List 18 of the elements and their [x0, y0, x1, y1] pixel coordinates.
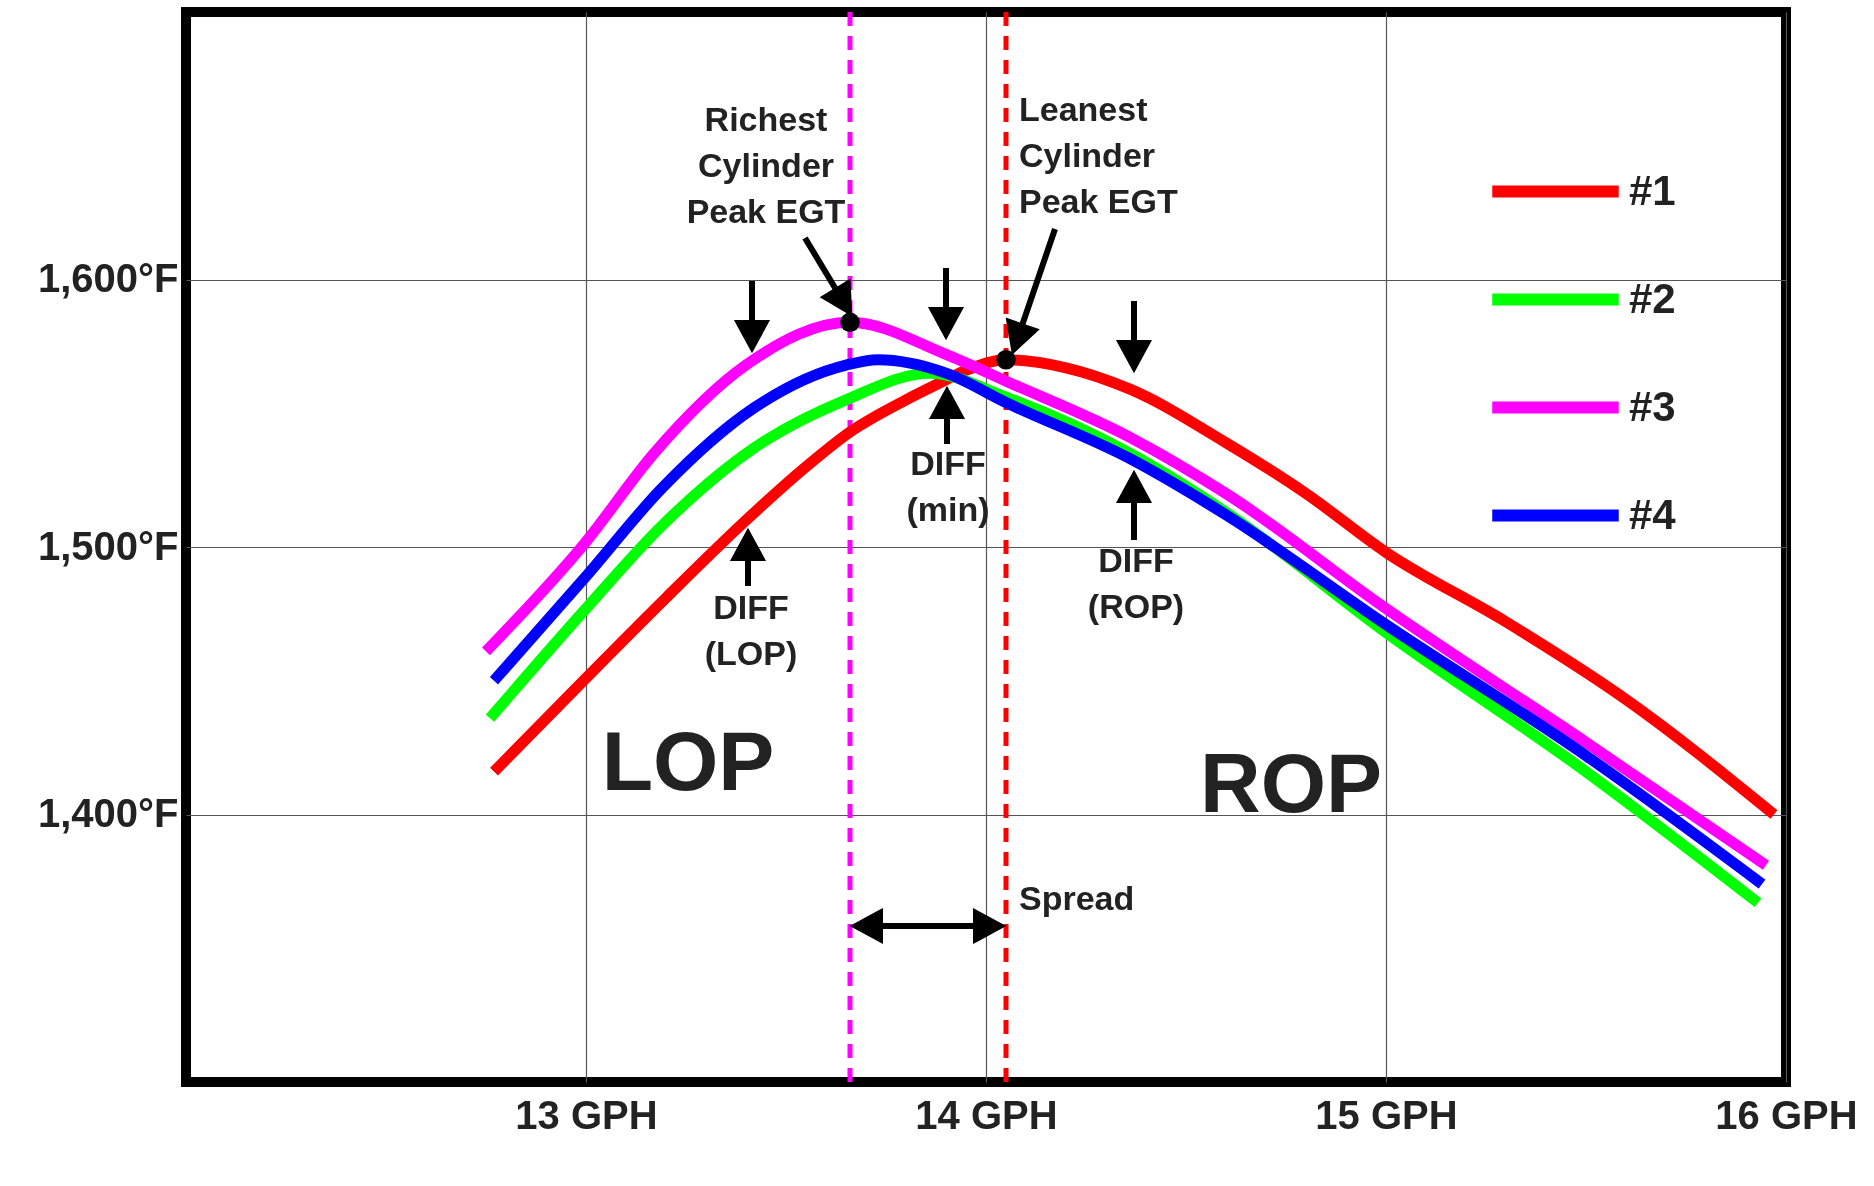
annotation: DIFF (LOP): [704, 588, 798, 672]
y-tick-label: 1,500°F: [37, 523, 179, 568]
annotation: Leanest Cylinder Peak EGT: [1019, 90, 1178, 220]
legend-label: #4: [1629, 490, 1677, 538]
y-tick-label: 1,600°F: [37, 256, 179, 300]
legend-label: #1: [1629, 166, 1676, 214]
x-tick-label: 14 GPH: [915, 1092, 1058, 1137]
y-tick-label: 1,400°F: [37, 791, 179, 835]
legend-label: #2: [1629, 274, 1676, 322]
annotation: Spread: [1019, 879, 1135, 917]
annotation: LOP: [601, 714, 775, 808]
annotation: ROP: [1199, 736, 1383, 830]
legend-label: #3: [1629, 382, 1676, 430]
x-tick-label: 16 GPH: [1715, 1092, 1858, 1137]
x-tick-label: 15 GPH: [1315, 1092, 1458, 1137]
x-tick-label: 13 GPH: [515, 1092, 658, 1137]
annotation: Richest Cylinder Peak EGT: [686, 100, 846, 230]
annotation: DIFF (ROP): [1087, 541, 1185, 625]
